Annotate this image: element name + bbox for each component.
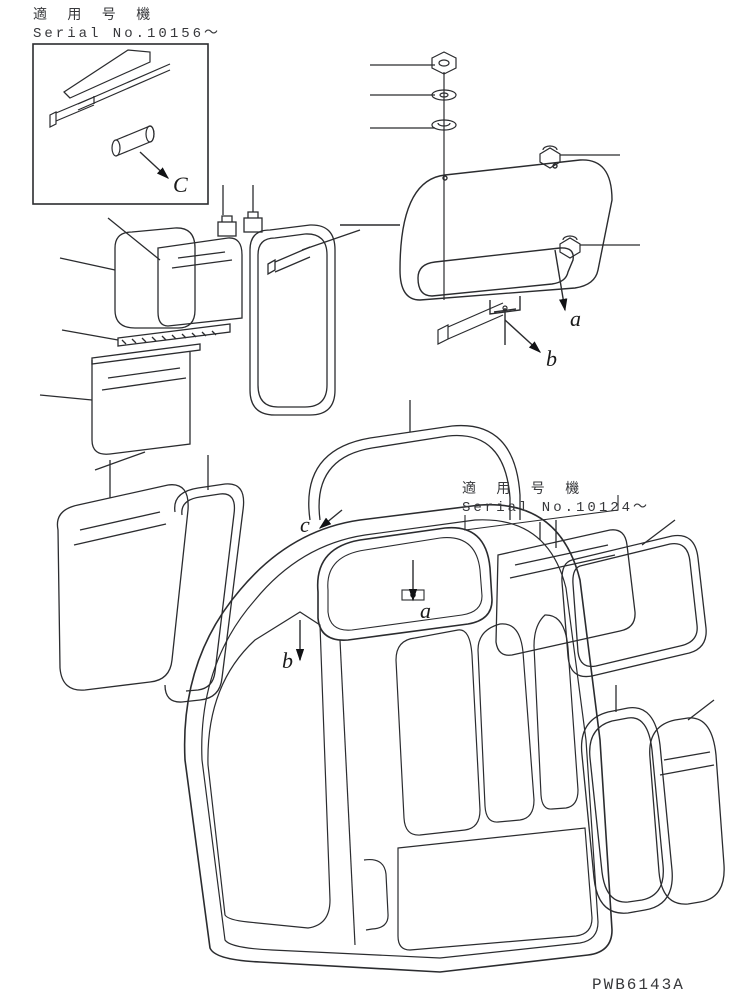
cab-body bbox=[185, 505, 612, 972]
oval-glass bbox=[650, 718, 724, 904]
inset-cylinder bbox=[112, 126, 154, 156]
ref-C: C bbox=[173, 172, 189, 198]
lower-panel bbox=[398, 828, 592, 950]
side-window-3 bbox=[534, 615, 578, 809]
cluster-bolt bbox=[268, 247, 310, 274]
big-trim bbox=[250, 225, 335, 415]
mid-jp-label: 適 用 号 機 bbox=[462, 478, 585, 498]
ref-a-top: a bbox=[570, 306, 582, 332]
sash-top bbox=[92, 344, 200, 364]
right-rect-window bbox=[465, 495, 706, 677]
ref-a-cab: a bbox=[420, 598, 432, 624]
catch-2 bbox=[244, 218, 262, 232]
rect-glass bbox=[496, 530, 635, 655]
inset-blade bbox=[64, 50, 170, 110]
ref-b-cab: b bbox=[282, 648, 294, 674]
ref-b-top: b bbox=[546, 346, 558, 372]
top-serial-label: Serial No.10156〜 bbox=[33, 22, 221, 42]
right-oval-window bbox=[582, 685, 725, 913]
ref-c-cab: c bbox=[300, 512, 311, 538]
inset-bolt bbox=[50, 96, 94, 127]
top-jp-label: 適 用 号 機 bbox=[33, 4, 156, 24]
small-trim bbox=[115, 228, 195, 328]
side-trim bbox=[165, 484, 244, 702]
inset-arrow-c bbox=[140, 152, 168, 178]
side-window-1 bbox=[396, 630, 480, 835]
left-window-cluster bbox=[40, 185, 360, 470]
small-glass-upper bbox=[158, 238, 242, 326]
mid-serial-label: Serial No.10124〜 bbox=[462, 496, 650, 516]
hex-nut-top bbox=[432, 52, 456, 74]
arrow-c-cab bbox=[320, 510, 342, 528]
side-glass bbox=[57, 485, 188, 690]
arrow-b-top bbox=[505, 320, 540, 352]
drawing-code: PWB6143A bbox=[592, 976, 685, 994]
side-window-2 bbox=[478, 624, 534, 822]
catch-1 bbox=[218, 222, 236, 236]
door-handle bbox=[364, 860, 388, 930]
cap-nut-lower bbox=[560, 236, 580, 258]
front-window bbox=[208, 612, 330, 928]
roof-bolt bbox=[438, 250, 565, 352]
lower-glass bbox=[92, 352, 190, 454]
